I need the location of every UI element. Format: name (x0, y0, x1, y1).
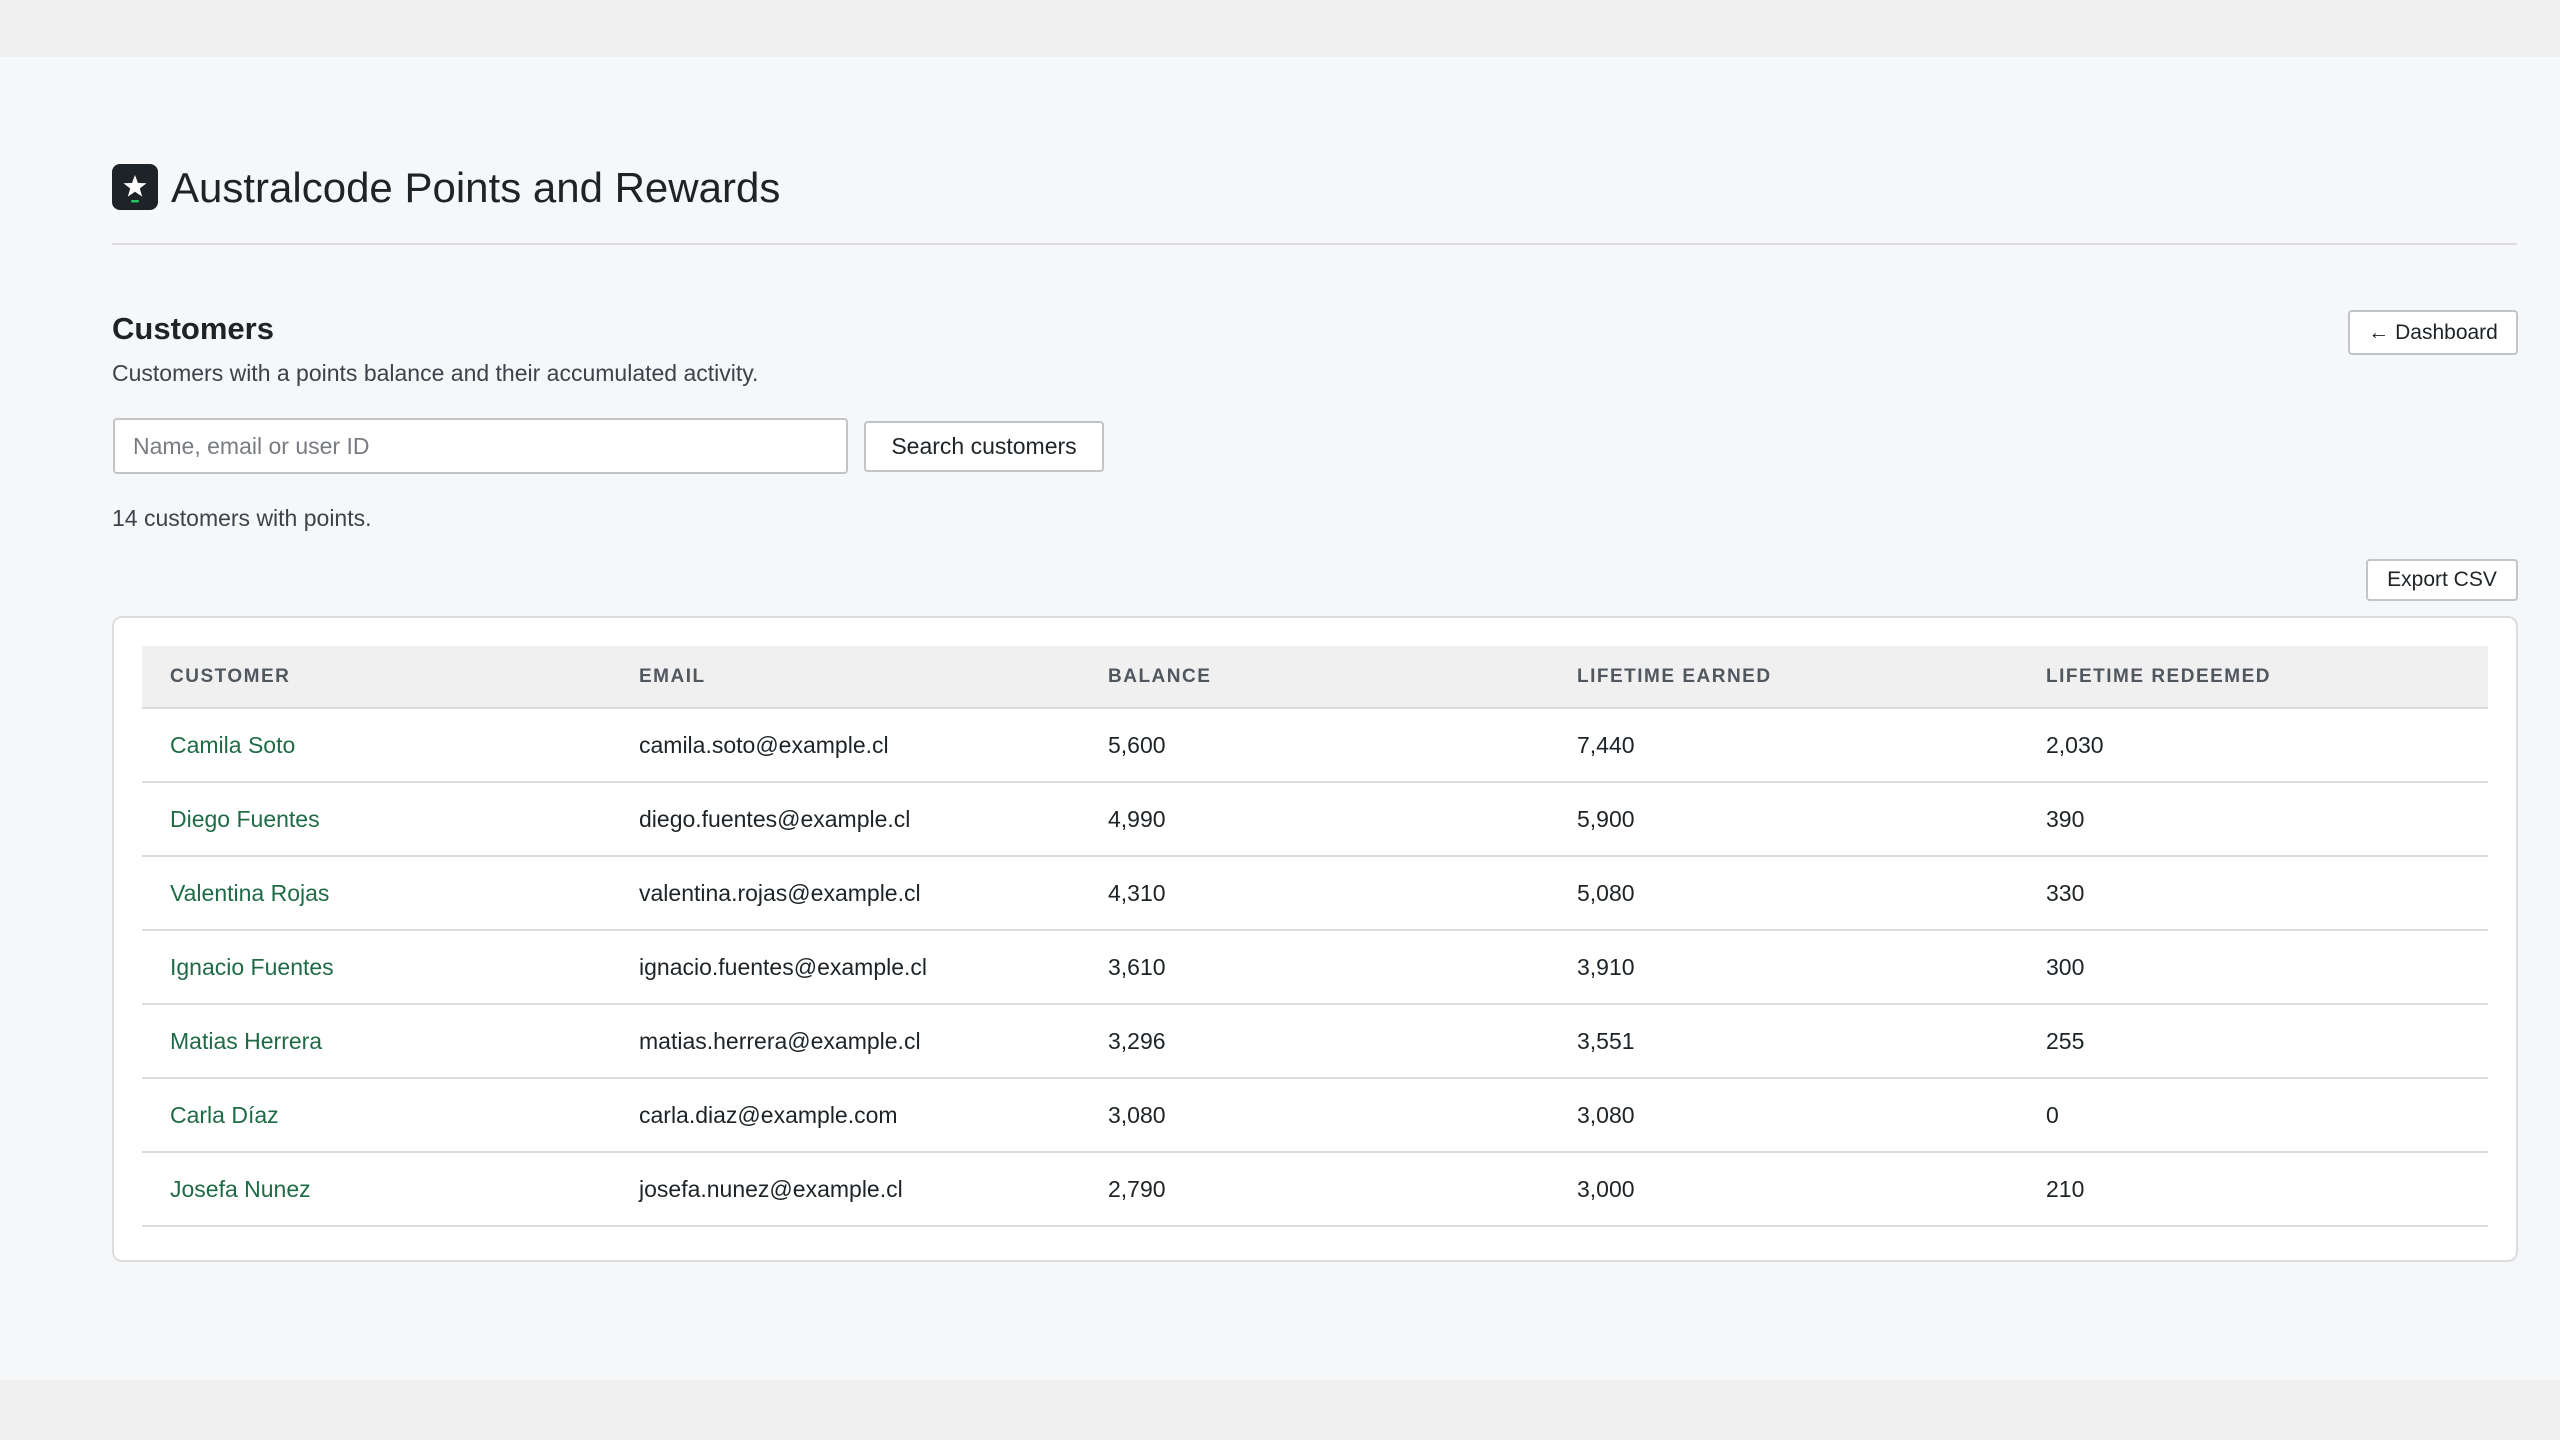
page-title: Customers (112, 311, 274, 346)
arrow-left-icon: ← (2368, 320, 2390, 344)
customer-cell: Valentina Rojas (142, 856, 611, 931)
table-row: Matias Herrera matias.herrera@example.cl… (142, 1004, 2488, 1079)
email-cell: diego.fuentes@example.cl (611, 782, 1080, 857)
customer-link[interactable]: Valentina Rojas (170, 879, 330, 906)
customer-link[interactable]: Diego Fuentes (170, 805, 320, 832)
lifetime-earned-cell: 5,900 (1549, 782, 2018, 857)
column-header-lifetime-earned: LIFETIME EARNED (1549, 646, 2018, 709)
customers-table: CUSTOMER EMAIL BALANCE LIFETIME EARNED L… (142, 646, 2488, 1227)
browser-bottom-bar (0, 1380, 2560, 1440)
page-description: Customers with a points balance and thei… (112, 360, 759, 386)
email-cell: josefa.nunez@example.cl (611, 1152, 1080, 1227)
lifetime-redeemed-cell: 300 (2018, 930, 2488, 1005)
lifetime-redeemed-cell: 255 (2018, 1004, 2488, 1079)
table-row: Camila Soto camila.soto@example.cl 5,600… (142, 708, 2488, 783)
balance-cell: 3,610 (1080, 930, 1549, 1005)
dashboard-button[interactable]: ← Dashboard (2348, 310, 2518, 355)
email-cell: camila.soto@example.cl (611, 708, 1080, 783)
browser-top-bar (0, 0, 2560, 57)
lifetime-redeemed-cell: 2,030 (2018, 708, 2488, 783)
customer-link[interactable]: Josefa Nunez (170, 1175, 311, 1202)
search-customers-button[interactable]: Search customers (864, 421, 1104, 472)
lifetime-earned-cell: 3,551 (1549, 1004, 2018, 1079)
email-cell: ignacio.fuentes@example.cl (611, 930, 1080, 1005)
app-header: Australcode Points and Rewards (112, 105, 2517, 245)
email-cell: valentina.rojas@example.cl (611, 856, 1080, 931)
balance-cell: 4,990 (1080, 782, 1549, 857)
table-header-row: CUSTOMER EMAIL BALANCE LIFETIME EARNED L… (142, 646, 2488, 709)
export-csv-button[interactable]: Export CSV (2366, 559, 2518, 601)
lifetime-redeemed-cell: 0 (2018, 1078, 2488, 1153)
lifetime-earned-cell: 5,080 (1549, 856, 2018, 931)
dashboard-button-label: Dashboard (2395, 320, 2498, 344)
customer-cell: Matias Herrera (142, 1004, 611, 1079)
table-row: Diego Fuentes diego.fuentes@example.cl 4… (142, 782, 2488, 857)
email-cell: carla.diaz@example.com (611, 1078, 1080, 1153)
customer-link[interactable]: Matias Herrera (170, 1027, 323, 1054)
table-row: Ignacio Fuentes ignacio.fuentes@example.… (142, 930, 2488, 1005)
balance-cell: 4,310 (1080, 856, 1549, 931)
app-title: Australcode Points and Rewards (171, 164, 781, 211)
customer-count: 14 customers with points. (112, 505, 372, 531)
balance-cell: 2,790 (1080, 1152, 1549, 1227)
customer-cell: Camila Soto (142, 708, 611, 783)
customer-cell: Carla Díaz (142, 1078, 611, 1153)
customer-link[interactable]: Camila Soto (170, 731, 296, 758)
lifetime-redeemed-cell: 330 (2018, 856, 2488, 931)
lifetime-earned-cell: 7,440 (1549, 708, 2018, 783)
balance-cell: 3,080 (1080, 1078, 1549, 1153)
column-header-lifetime-redeemed: LIFETIME REDEEMED (2018, 646, 2488, 709)
customers-table-card: CUSTOMER EMAIL BALANCE LIFETIME EARNED L… (112, 616, 2518, 1262)
column-header-email: EMAIL (611, 646, 1080, 709)
customer-cell: Diego Fuentes (142, 782, 611, 857)
customer-link[interactable]: Carla Díaz (170, 1101, 279, 1128)
search-input[interactable] (113, 418, 848, 474)
customer-link[interactable]: Ignacio Fuentes (170, 953, 334, 980)
customer-cell: Ignacio Fuentes (142, 930, 611, 1005)
table-row: Josefa Nunez josefa.nunez@example.cl 2,7… (142, 1152, 2488, 1227)
email-cell: matias.herrera@example.cl (611, 1004, 1080, 1079)
star-badge-icon (112, 164, 158, 210)
balance-cell: 5,600 (1080, 708, 1549, 783)
table-row: Valentina Rojas valentina.rojas@example.… (142, 856, 2488, 931)
lifetime-earned-cell: 3,910 (1549, 930, 2018, 1005)
column-header-balance: BALANCE (1080, 646, 1549, 709)
table-row: Carla Díaz carla.diaz@example.com 3,080 … (142, 1078, 2488, 1153)
lifetime-redeemed-cell: 390 (2018, 782, 2488, 857)
lifetime-earned-cell: 3,080 (1549, 1078, 2018, 1153)
lifetime-earned-cell: 3,000 (1549, 1152, 2018, 1227)
balance-cell: 3,296 (1080, 1004, 1549, 1079)
column-header-customer: CUSTOMER (142, 646, 611, 709)
lifetime-redeemed-cell: 210 (2018, 1152, 2488, 1227)
customer-cell: Josefa Nunez (142, 1152, 611, 1227)
